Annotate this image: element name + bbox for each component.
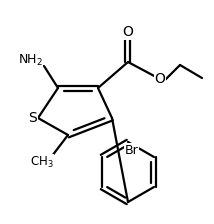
Text: NH$_2$: NH$_2$ [18, 52, 43, 68]
Text: Br: Br [125, 144, 139, 157]
Text: O: O [155, 72, 165, 86]
Text: CH$_3$: CH$_3$ [30, 155, 54, 170]
Text: S: S [29, 111, 37, 125]
Text: O: O [123, 25, 134, 39]
